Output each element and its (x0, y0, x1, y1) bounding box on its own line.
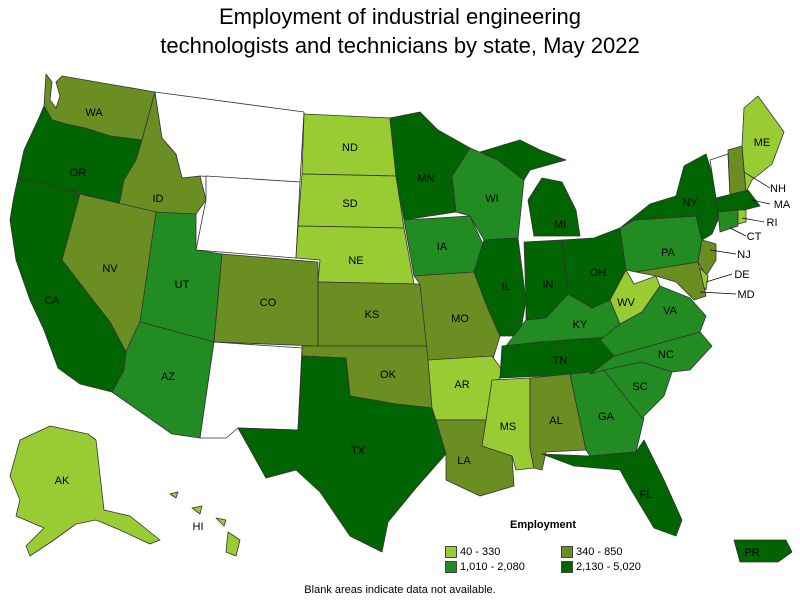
state-mt[interactable] (154, 91, 305, 183)
state-label-ks: KS (365, 309, 380, 321)
state-mi[interactable] (479, 139, 581, 237)
footnote: Blank areas indicate data not available. (304, 584, 496, 596)
state-md[interactable] (635, 261, 707, 301)
legend-swatch-2 (561, 546, 573, 558)
legend-item-4: 2,130 - 5,020 (561, 561, 641, 573)
legend-item-1: 40 - 330 (445, 546, 500, 558)
state-label-de: DE (734, 269, 749, 281)
state-label-sc: SC (632, 381, 647, 393)
state-label-ny: NY (682, 197, 698, 209)
state-label-or: OR (70, 167, 87, 179)
title-line-1: Employment of industrial engineering (219, 4, 581, 29)
state-tx[interactable] (237, 355, 447, 553)
state-label-oh: OH (590, 267, 607, 279)
state-label-hi: HI (193, 521, 204, 533)
leader-lines (699, 171, 771, 295)
legend-item-2: 340 - 850 (561, 546, 622, 558)
state-nj[interactable] (697, 239, 717, 277)
state-label-id: ID (153, 193, 164, 205)
state-label-mn: MN (417, 173, 434, 185)
state-label-mi: MI (554, 219, 566, 231)
state-label-va: VA (663, 305, 678, 317)
legend-swatch-1 (445, 546, 457, 558)
state-nm[interactable] (199, 341, 303, 439)
state-il[interactable] (473, 237, 527, 337)
state-ma[interactable] (715, 189, 761, 213)
legend-label-4: 2,130 - 5,020 (576, 561, 641, 573)
state-label-ri: RI (767, 217, 778, 229)
state-label-ct: CT (747, 231, 762, 243)
state-label-ma: MA (774, 199, 791, 211)
state-label-fl: FL (640, 489, 653, 501)
state-label-me: ME (754, 137, 771, 149)
state-label-ne: NE (348, 255, 363, 267)
state-pr[interactable] (733, 539, 793, 563)
state-label-az: AZ (161, 371, 175, 383)
state-label-md: MD (737, 289, 754, 301)
legend-label-2: 340 - 850 (576, 546, 623, 558)
legend-swatch-4 (561, 561, 573, 573)
state-ct[interactable] (717, 209, 739, 233)
state-ri[interactable] (737, 209, 747, 225)
state-hi[interactable] (169, 491, 241, 557)
legend-item-3: 1,010 - 2,080 (445, 561, 525, 573)
state-fl[interactable] (541, 439, 683, 537)
state-label-in: IN (543, 279, 554, 291)
map-title: Employment of industrial engineering tec… (0, 2, 800, 60)
state-label-tx: TX (351, 445, 366, 457)
state-label-ia: IA (437, 241, 448, 253)
state-label-wi: WI (485, 193, 498, 205)
state-label-ky: KY (573, 319, 588, 331)
state-wy[interactable] (195, 175, 301, 259)
state-label-pr: PR (744, 547, 759, 559)
state-label-nj: NJ (737, 249, 750, 261)
state-label-ok: OK (380, 369, 397, 381)
state-label-sd: SD (342, 198, 357, 210)
title-line-2: technologists and technicians by state, … (160, 33, 640, 58)
state-label-ga: GA (598, 411, 615, 423)
state-label-il: IL (501, 281, 510, 293)
state-ak[interactable] (9, 425, 161, 557)
legend-title: Employment (510, 519, 577, 531)
state-label-pa: PA (661, 247, 676, 259)
state-label-nc: NC (658, 349, 674, 361)
state-label-nh: NH (770, 183, 786, 195)
state-label-al: AL (549, 415, 562, 427)
state-label-nv: NV (102, 263, 118, 275)
state-label-co: CO (260, 297, 277, 309)
state-label-tn: TN (553, 355, 568, 367)
state-label-ar: AR (454, 379, 469, 391)
legend-swatch-3 (445, 561, 457, 573)
state-label-nd: ND (342, 142, 358, 154)
state-wv[interactable] (609, 269, 661, 325)
state-label-ut: UT (175, 279, 190, 291)
state-label-wv: WV (617, 297, 635, 309)
legend-label-3: 1,010 - 2,080 (460, 561, 525, 573)
state-label-mo: MO (451, 313, 469, 325)
state-label-wa: WA (85, 107, 103, 119)
state-label-ak: AK (55, 475, 70, 487)
state-label-ca: CA (44, 295, 60, 307)
state-label-la: LA (457, 455, 471, 467)
legend-label-1: 40 - 330 (460, 546, 501, 558)
state-label-ms: MS (500, 421, 517, 433)
